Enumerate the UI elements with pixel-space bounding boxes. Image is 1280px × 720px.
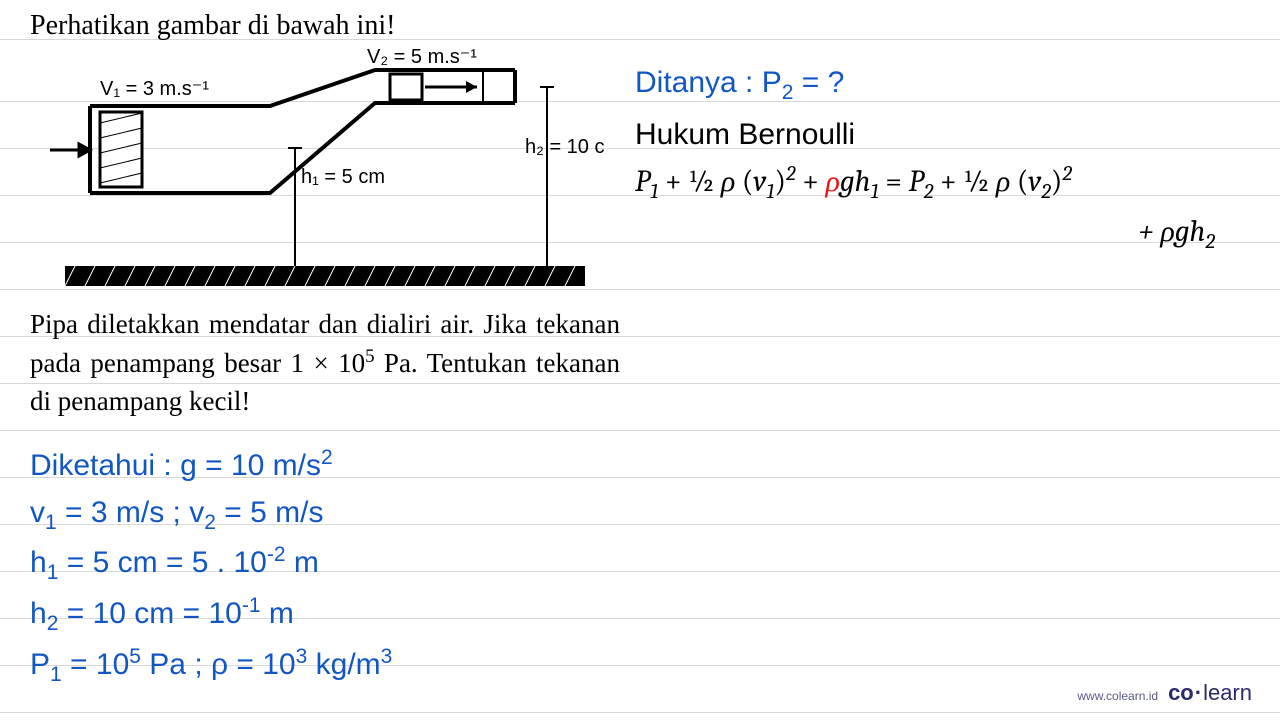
known-v1v2: v1 = 3 m/s ; v2 = 5 m/s — [30, 490, 620, 540]
asked-line: Ditanya : P2 = ? — [635, 60, 1255, 110]
velocity-block-left — [100, 112, 142, 187]
asked-heading: Ditanya : — [635, 66, 753, 99]
footer-brand: co·learn — [1168, 680, 1252, 706]
law-name: Hukum Bernoulli — [635, 112, 1255, 159]
known-p1rho: P1 = 105 Pa ; ρ = 103 kg/m3 — [30, 641, 620, 692]
h2-label: h₂ = 10 cm — [525, 136, 605, 158]
known-g: Diketahui : g = 10 m/s2 — [30, 442, 620, 490]
brand-co: co — [1168, 680, 1194, 705]
velocity-block-right — [390, 70, 483, 103]
known-section: Diketahui : g = 10 m/s2 v1 = 3 m/s ; v2 … — [30, 442, 620, 691]
known-h2: h2 = 10 cm = 10-1 m — [30, 590, 620, 641]
flow-arrow-left — [50, 144, 90, 156]
known-heading: Diketahui : — [30, 449, 172, 482]
footer-url: www.colearn.id — [1077, 689, 1158, 703]
h2-guide — [540, 87, 554, 266]
problem-body: Pipa diletakkan mendatar dan dialiri air… — [30, 306, 620, 420]
pipe-diagram-svg: V₁ = 3 m.s⁻¹ V₂ = 5 m.s⁻¹ h₁ = 5 cm h₂ =… — [45, 48, 605, 298]
page: Perhatikan gambar di bawah ini! — [0, 0, 1280, 720]
problem-title: Perhatikan gambar di bawah ini! — [30, 10, 620, 42]
bernoulli-eq-line2: + ρgh2 — [635, 209, 1255, 259]
pipe-diagram: V₁ = 3 m.s⁻¹ V₂ = 5 m.s⁻¹ h₁ = 5 cm h₂ =… — [30, 48, 620, 298]
v1-label: V₁ = 3 m.s⁻¹ — [100, 78, 209, 100]
left-column: Perhatikan gambar di bawah ini! — [30, 10, 620, 691]
footer: www.colearn.id co·learn — [1077, 680, 1252, 706]
bernoulli-eq-line1: P1 + ½ ρ (v1)2 + ρgh1 = P2 + ½ ρ (v2)2 — [635, 158, 1255, 209]
right-column: Ditanya : P2 = ? Hukum Bernoulli P1 + ½ … — [635, 60, 1255, 258]
h1-label: h₁ = 5 cm — [301, 166, 385, 188]
brand-learn: learn — [1203, 680, 1252, 705]
v2-label: V₂ = 5 m.s⁻¹ — [367, 48, 477, 68]
known-h1: h1 = 5 cm = 5 . 10-2 m — [30, 539, 620, 590]
